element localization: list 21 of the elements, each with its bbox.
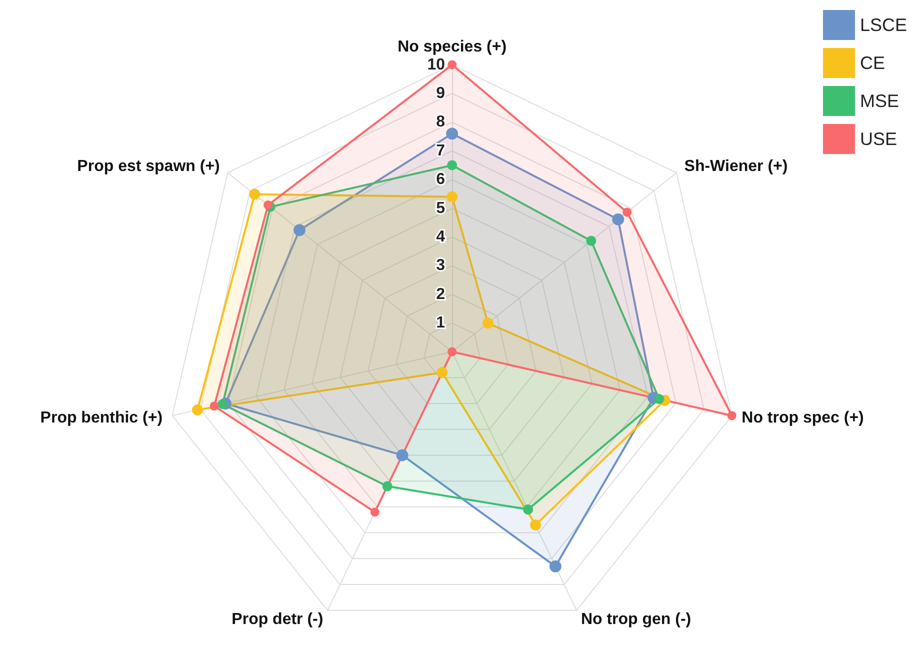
y-tick-label: 8 [436, 114, 446, 131]
y-tick-label: 2 [436, 286, 446, 303]
legend-label: MSE [860, 91, 899, 111]
legend-label: LSCE [860, 15, 908, 35]
y-tick-label: 5 [436, 200, 446, 217]
spoke-label: Sh-Wiener (+) [684, 158, 788, 176]
y-tick-label: 7 [436, 142, 446, 160]
y-tick-label: 4 [436, 228, 446, 246]
spoke-label: Prop est spawn (+) [77, 158, 220, 176]
legend-label: USE [860, 129, 897, 149]
y-tick-label: 6 [436, 171, 446, 188]
spoke-label: No trop gen (-) [580, 610, 692, 628]
y-tick-label: 1 [436, 314, 446, 332]
y-tick-label: 9 [436, 84, 446, 102]
y-tick-label: 10 [427, 56, 446, 74]
spoke-label: Prop detr (-) [232, 610, 324, 628]
legend-label: CE [860, 53, 885, 73]
spoke-label: Prop benthic (+) [40, 409, 163, 426]
spoke-label: No species (+) [398, 38, 507, 56]
spoke-label: No trop spec (+) [742, 409, 864, 426]
y-tick-label: 3 [436, 257, 446, 274]
